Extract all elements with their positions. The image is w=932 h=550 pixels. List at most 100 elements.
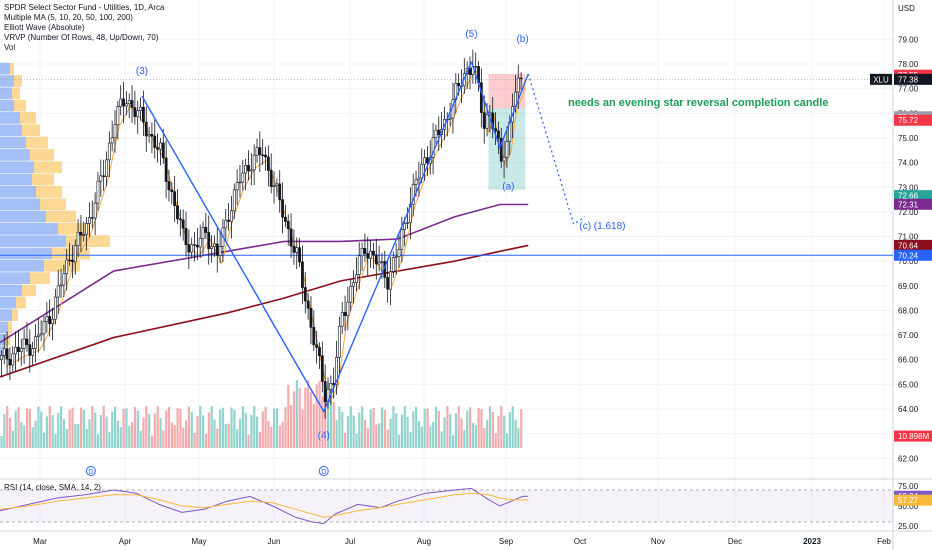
volume-bar <box>469 407 472 448</box>
volume-bar <box>358 412 361 448</box>
ticker-label: XLU <box>873 75 889 84</box>
profile-up-bar <box>0 161 34 174</box>
volume-bar <box>238 418 242 448</box>
profile-up-bar <box>0 173 32 186</box>
candle-body <box>213 243 216 247</box>
profile-down-bar <box>6 333 10 346</box>
profile-up-bar <box>0 198 40 211</box>
profile-up-bar <box>0 321 8 334</box>
candle-body <box>11 353 15 366</box>
rsi-tick-label: 75.00 <box>898 482 919 491</box>
legend-vol[interactable]: Vol <box>4 43 16 52</box>
legend-ma[interactable]: Multiple MA (5, 10, 20, 50, 100, 200) <box>4 13 133 22</box>
volume-bar <box>514 419 517 448</box>
rsi-badge-label: 57.27 <box>898 496 919 505</box>
volume-bar <box>170 422 173 448</box>
price-badge <box>894 73 932 85</box>
price-badge <box>894 249 932 261</box>
volume-bar <box>474 424 477 448</box>
candle-body <box>323 381 327 403</box>
volume-bar <box>96 434 100 448</box>
profile-down-bar <box>12 87 20 100</box>
dividend-marker <box>85 466 96 476</box>
candle-body <box>244 164 248 174</box>
price-tick-label: 74.00 <box>898 159 919 168</box>
volume-bar <box>79 407 83 448</box>
profile-up-bar <box>0 296 16 309</box>
price-tick-label: 73.00 <box>898 183 919 192</box>
volume-bar <box>332 401 335 448</box>
volume-bar <box>25 408 29 448</box>
volume-bar <box>486 420 489 448</box>
price-tick-label: 67.00 <box>898 331 919 340</box>
candlesticks <box>0 49 523 419</box>
candle-body <box>363 248 367 254</box>
candle-body <box>227 219 231 222</box>
volume-bar <box>213 419 216 448</box>
profile-down-bar <box>52 247 90 260</box>
volume-bar <box>48 406 51 448</box>
volume-bar <box>477 407 480 448</box>
price-badge-label: 75.72 <box>898 116 919 125</box>
time-axis[interactable]: Mar Apr May Jun Jul Aug Sep Oct Nov Dec 2023 Feb <box>33 537 891 546</box>
candle-body <box>352 282 355 287</box>
legend-elliott[interactable]: Elliott Wave (Absolute) <box>4 23 85 32</box>
candle-body <box>62 273 66 286</box>
volume-profile <box>0 62 110 358</box>
volume-bar <box>520 409 523 448</box>
candle-body <box>357 255 361 275</box>
profile-up-bar <box>0 210 46 223</box>
candle-body <box>482 112 486 129</box>
price-axis[interactable]: 62.0063.0064.0065.0066.0067.0068.0069.00… <box>870 35 932 463</box>
symbol-title[interactable]: SPDR Select Sector Fund - Utilities, 1D,… <box>4 3 165 12</box>
candle-body <box>14 346 18 355</box>
volume-bar <box>202 415 205 448</box>
volume-bar <box>281 421 284 448</box>
candle-body <box>153 135 157 148</box>
candle-body <box>156 147 160 150</box>
volume-bar <box>363 419 367 448</box>
candle-body <box>516 77 520 93</box>
volume-bar <box>417 421 421 448</box>
candle-body <box>235 182 239 191</box>
profile-up-bar <box>0 112 20 124</box>
projection-line <box>527 73 586 226</box>
time-tick-label: Oct <box>574 537 587 546</box>
volume-bar <box>517 428 520 448</box>
volume-bar <box>511 406 514 448</box>
time-tick-label: Nov <box>651 537 665 546</box>
candle-body <box>389 271 392 290</box>
volume-bar <box>114 406 117 448</box>
legend-vrvp[interactable]: VRVP (Number Of Rows, 48, Up/Down, 70) <box>4 33 159 42</box>
profile-up-bar <box>0 124 22 137</box>
volume-bar <box>403 406 406 448</box>
candle-body <box>414 179 418 185</box>
candle-body <box>394 256 398 258</box>
volume-bar <box>256 416 259 448</box>
volume-bar <box>471 422 475 448</box>
volume-bar <box>378 423 381 448</box>
candle-body <box>360 248 364 257</box>
volume-bar <box>128 425 131 448</box>
candle-body <box>144 121 148 137</box>
candle-body <box>93 202 97 219</box>
profile-down-bar <box>10 62 14 75</box>
candle-body <box>230 210 233 222</box>
price-badge <box>894 190 932 202</box>
profile-up-bar <box>0 235 66 248</box>
candle-body <box>193 244 196 246</box>
candle-body <box>283 216 287 222</box>
rsi-tick-label: 25.00 <box>898 522 919 531</box>
volume-bar <box>68 409 71 448</box>
volume-bar <box>275 408 279 448</box>
candle-body <box>247 164 250 172</box>
profile-down-bar <box>34 161 62 174</box>
candle-body <box>386 277 390 290</box>
profile-up-bar <box>0 222 58 235</box>
volume-bar <box>219 409 222 448</box>
volume-bar <box>85 429 88 448</box>
candle-body <box>178 218 182 221</box>
candle-body <box>195 244 199 248</box>
volume-bar <box>34 420 37 448</box>
volume-bar <box>131 422 134 448</box>
